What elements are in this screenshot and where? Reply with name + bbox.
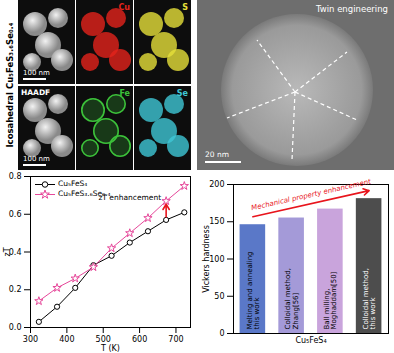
svg-text:300: 300 (23, 335, 38, 344)
html-text:Cu₅FeS₄: Cu₅FeS₄ (58, 179, 88, 188)
svg-text:Cu: Cu (118, 3, 130, 12)
svg-text:600: 600 (132, 335, 147, 344)
svg-text:Fe: Fe (119, 89, 130, 98)
svg-text:0.4: 0.4 (8, 247, 22, 257)
svg-text:Melting and annealingthis work: Melting and annealingthis work (246, 251, 261, 329)
html-text:Cu₅FeS₃.₆Se₀.₄: Cu₅FeS₃.₆Se₀.₄ (58, 189, 111, 198)
svg-text:zT enhancement: zT enhancement (98, 193, 162, 203)
svg-text:Colloidal method,this work: Colloidal method,this work (362, 268, 377, 329)
svg-text:500: 500 (95, 335, 111, 345)
svg-text:0.8: 0.8 (9, 172, 22, 181)
svg-text:0.6: 0.6 (9, 210, 22, 219)
svg-text:Ball milling,Moghaddam[50]: Ball milling,Moghaddam[50] (323, 271, 338, 329)
svg-text:Colloidal method,Zhang[56]: Colloidal method,Zhang[56] (284, 268, 299, 329)
svg-text:50: 50 (214, 292, 224, 301)
svg-text:T (K): T (K) (100, 344, 120, 353)
svg-text:0: 0 (219, 329, 224, 338)
svg-text:100 nm: 100 nm (23, 69, 50, 77)
svg-text:150: 150 (209, 217, 224, 226)
svg-text:Cu₅FeS₄: Cu₅FeS₄ (295, 336, 326, 345)
svg-text:Icosahedral Cu₅FeS₃.₆Se₀.₄: Icosahedral Cu₅FeS₃.₆Se₀.₄ (5, 22, 15, 147)
svg-text:400: 400 (59, 335, 74, 344)
svg-text:HAADF: HAADF (21, 88, 50, 97)
svg-text:100 nm: 100 nm (23, 155, 50, 163)
svg-text:0.2: 0.2 (9, 285, 22, 294)
svg-text:100: 100 (209, 255, 224, 264)
svg-text:200: 200 (209, 180, 224, 189)
svg-text:Mechanical property enhancemen: Mechanical property enhancement (250, 178, 371, 213)
svg-text:700: 700 (168, 335, 183, 344)
svg-text:0.0: 0.0 (9, 323, 22, 332)
svg-text:20 nm: 20 nm (205, 150, 229, 159)
svg-text:zT: zT (3, 247, 12, 256)
svg-text:S: S (182, 3, 188, 12)
svg-text:Twin engineering: Twin engineering (315, 4, 388, 14)
svg-text:Vickers hardness: Vickers hardness (202, 225, 211, 293)
svg-text:Se: Se (177, 89, 189, 98)
